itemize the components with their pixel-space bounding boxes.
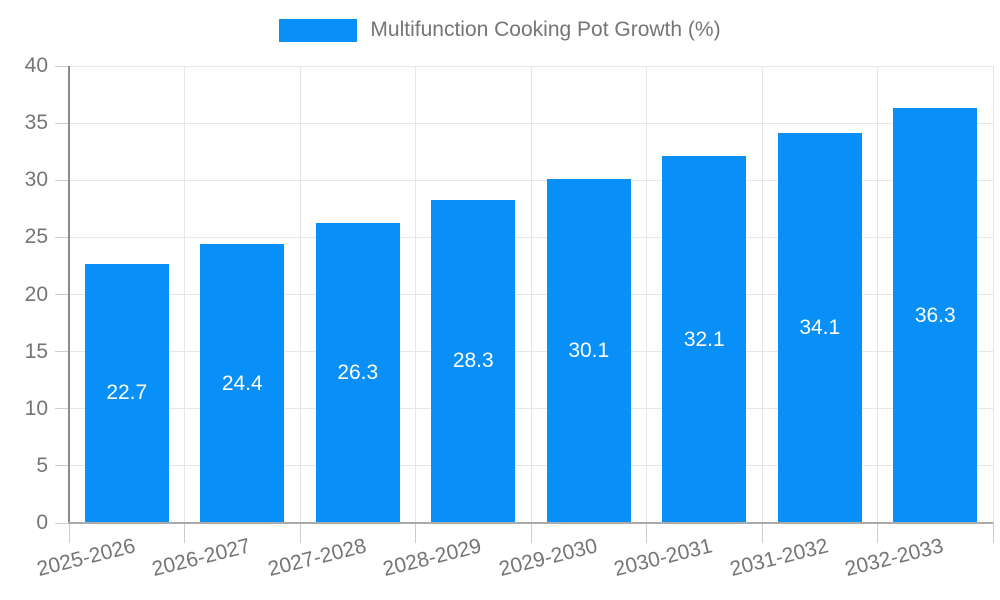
y-tick-label: 20 [24, 282, 48, 306]
x-axis-tick [184, 523, 185, 543]
x-axis-tick [530, 523, 532, 543]
bar-value-label: 28.3 [452, 349, 494, 373]
bar-value-label: 34.1 [799, 316, 841, 340]
y-axis-tick [55, 408, 69, 410]
y-axis-tick [55, 522, 69, 524]
x-axis-tick [646, 523, 647, 543]
y-axis-tick [55, 236, 69, 238]
y-tick-label: 5 [36, 453, 48, 477]
x-axis-tick [761, 523, 763, 543]
y-tick-label: 10 [24, 396, 48, 420]
bar-2027-2028[interactable] [315, 222, 400, 523]
bar-2032-2033[interactable] [893, 108, 978, 523]
gridline-v [646, 66, 647, 523]
gridline-v [877, 66, 878, 523]
y-axis-tick [55, 465, 69, 467]
x-axis-tick [877, 523, 878, 543]
gridline-v [299, 66, 301, 523]
x-axis-line [68, 522, 993, 524]
bar-2026-2027[interactable] [200, 244, 285, 523]
bar-2031-2032[interactable] [777, 133, 862, 523]
y-axis-tick [55, 65, 69, 67]
y-axis-tick [55, 351, 69, 353]
bar-value-label: 26.3 [337, 360, 379, 384]
legend[interactable]: Multifunction Cooking Pot Growth (%) [0, 18, 1000, 42]
y-tick-label: 15 [24, 339, 48, 363]
gridline-v [761, 66, 763, 523]
bar-2025-2026[interactable] [84, 263, 169, 523]
x-axis-tick [992, 523, 994, 543]
y-tick-label: 25 [24, 225, 48, 249]
y-axis-tick [55, 294, 69, 295]
bar-value-label: 30.1 [568, 339, 610, 363]
y-axis-tick [55, 122, 69, 124]
bar-2029-2030[interactable] [546, 179, 631, 523]
x-axis-tick [299, 523, 301, 543]
y-tick-label: 35 [24, 111, 48, 135]
y-tick-label: 0 [36, 511, 48, 534]
legend-label: Multifunction Cooking Pot Growth (%) [370, 18, 721, 41]
bar-value-label: 22.7 [106, 381, 148, 405]
y-tick-label: 30 [24, 168, 48, 192]
x-axis-tick [415, 523, 416, 543]
bar-value-label: 36.3 [914, 303, 956, 327]
x-axis-tick [68, 523, 70, 543]
gridline-v [992, 66, 994, 523]
bar-value-label: 24.4 [221, 371, 263, 395]
gridline-v [415, 66, 416, 523]
y-axis-tick [55, 179, 69, 181]
gridline-v [184, 66, 185, 523]
legend-swatch [279, 18, 358, 42]
y-tick-label: 40 [24, 54, 48, 77]
y-axis-line [68, 66, 70, 524]
gridline-v [530, 66, 532, 523]
bar-2030-2031[interactable] [662, 156, 747, 523]
plot-area: 22.7 24.4 26.3 28.3 30.1 32.1 34.1 36.3 [69, 65, 994, 523]
bar-value-label: 32.1 [683, 327, 725, 351]
bar-2028-2029[interactable] [431, 199, 516, 523]
